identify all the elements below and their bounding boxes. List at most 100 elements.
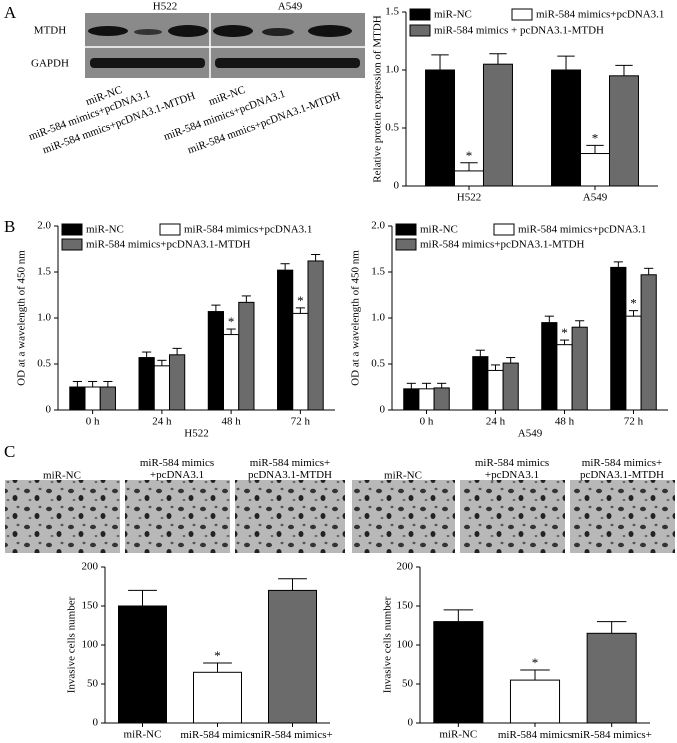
legend-label: miR-584 mimics+pcDNA3.1-MTDH <box>86 239 251 251</box>
y-axis-label: OD at a wavelength of 450 nm <box>350 250 362 386</box>
bar <box>556 344 573 411</box>
image-label: miR-584 mimics +pcDNA3.1 <box>140 457 214 481</box>
x-axis-label: H522 <box>184 428 208 440</box>
bar <box>138 357 155 411</box>
bar <box>307 260 324 411</box>
bar <box>482 63 513 187</box>
significance: * <box>592 130 599 145</box>
bar <box>84 386 101 411</box>
image-label: miR-584 mimics+ pcDNA3.1-MTDH <box>580 457 664 481</box>
bar <box>625 315 642 411</box>
significance: * <box>561 325 568 340</box>
significance: * <box>214 648 221 663</box>
blot-group: A549 <box>278 1 303 13</box>
image-label: miR-NC <box>43 470 81 482</box>
y-tick-label: 1.5 <box>371 266 385 278</box>
bar <box>433 621 484 724</box>
legend-label: miR-584 mimics+pcDNA3.1 <box>518 224 646 236</box>
x-tick-label: miR-584 mimics+pcDNA3.1-MTDH <box>250 729 334 743</box>
bar <box>551 69 582 187</box>
y-tick-label: 2.0 <box>37 220 51 232</box>
bar <box>487 369 504 411</box>
blot <box>85 13 365 78</box>
x-tick-label: 48 h <box>222 416 242 428</box>
significance: * <box>228 314 235 329</box>
y-tick-label: 0.5 <box>37 358 51 370</box>
y-tick-label: 100 <box>397 639 414 651</box>
bar <box>223 334 240 411</box>
bar <box>433 387 450 411</box>
bar <box>541 322 558 411</box>
y-tick-label: 150 <box>397 600 414 612</box>
bar <box>454 170 484 187</box>
bar <box>292 312 309 411</box>
blot-row: GAPDH <box>31 58 69 70</box>
x-tick-label: 0 h <box>420 416 434 428</box>
bar <box>608 75 639 187</box>
y-tick-label: 1.5 <box>37 266 51 278</box>
bar <box>168 354 186 411</box>
legend-label: miR-NC <box>420 224 458 236</box>
legend-swatch <box>409 24 431 37</box>
legend-label: miR-584 mimics+pcDNA3.1-MTDH <box>420 239 585 251</box>
significance: * <box>532 655 539 670</box>
significance: * <box>466 148 473 163</box>
y-axis-label: Invasive cells number <box>66 596 78 693</box>
y-tick-label: 150 <box>82 600 99 612</box>
bar <box>268 589 317 724</box>
bar <box>238 301 255 411</box>
blot-group: H522 <box>153 1 177 13</box>
bar <box>571 326 588 411</box>
legend-swatch <box>395 223 417 236</box>
bar <box>99 386 116 411</box>
legend-swatch <box>511 8 533 21</box>
bar <box>193 671 242 724</box>
legend-label: miR-584 mimics+pcDNA3.1 <box>536 9 664 21</box>
y-tick-label: 1.0 <box>37 312 51 324</box>
y-tick-label: 0.5 <box>385 122 399 134</box>
significance: * <box>630 296 637 311</box>
y-tick-label: 100 <box>82 639 99 651</box>
x-tick-label: 24 h <box>486 416 506 428</box>
x-tick-label: 72 h <box>291 416 311 428</box>
panel-letter: A <box>4 3 17 22</box>
y-axis-label: Relative protein expression of MTDH <box>372 15 384 182</box>
bar <box>418 388 435 411</box>
panel-letter: C <box>4 442 15 461</box>
bar <box>207 311 225 411</box>
y-tick-label: 0.5 <box>371 358 385 370</box>
y-tick-label: 0 <box>380 404 386 416</box>
x-tick-label: miR-584 mimics+pcDNA3.1 <box>498 729 572 743</box>
image-label: miR-584 mimics +pcDNA3.1 <box>475 457 549 481</box>
image-label: miR-NC <box>384 470 422 482</box>
bar <box>509 679 561 724</box>
bar <box>403 388 420 411</box>
bar <box>610 266 627 411</box>
y-tick-label: 0 <box>394 180 400 192</box>
blot-row: MTDH <box>34 25 66 37</box>
y-tick-label: 50 <box>402 678 414 690</box>
legend-swatch <box>493 223 515 236</box>
legend-swatch <box>409 8 431 21</box>
bar <box>153 365 170 411</box>
x-tick-label: miR-NC <box>124 729 162 741</box>
legend-label: miR-NC <box>434 9 472 21</box>
x-tick-label: miR-NC <box>439 729 477 741</box>
legend-swatch <box>159 223 181 236</box>
legend-swatch <box>395 238 417 251</box>
x-tick-label: 72 h <box>624 416 644 428</box>
x-tick-label: A549 <box>583 192 608 204</box>
bar <box>425 69 456 187</box>
y-tick-label: 0 <box>93 717 99 729</box>
bar <box>118 605 167 724</box>
bar <box>472 356 489 411</box>
legend-swatch <box>61 223 83 236</box>
significance: * <box>297 293 304 308</box>
y-tick-label: 1.0 <box>371 312 385 324</box>
bar <box>640 274 657 411</box>
legend-swatch <box>61 238 83 251</box>
y-tick-label: 2.0 <box>371 220 385 232</box>
y-tick-label: 0 <box>408 717 414 729</box>
legend-label: miR-584 mimics + pcDNA3.1-MTDH <box>434 25 604 37</box>
